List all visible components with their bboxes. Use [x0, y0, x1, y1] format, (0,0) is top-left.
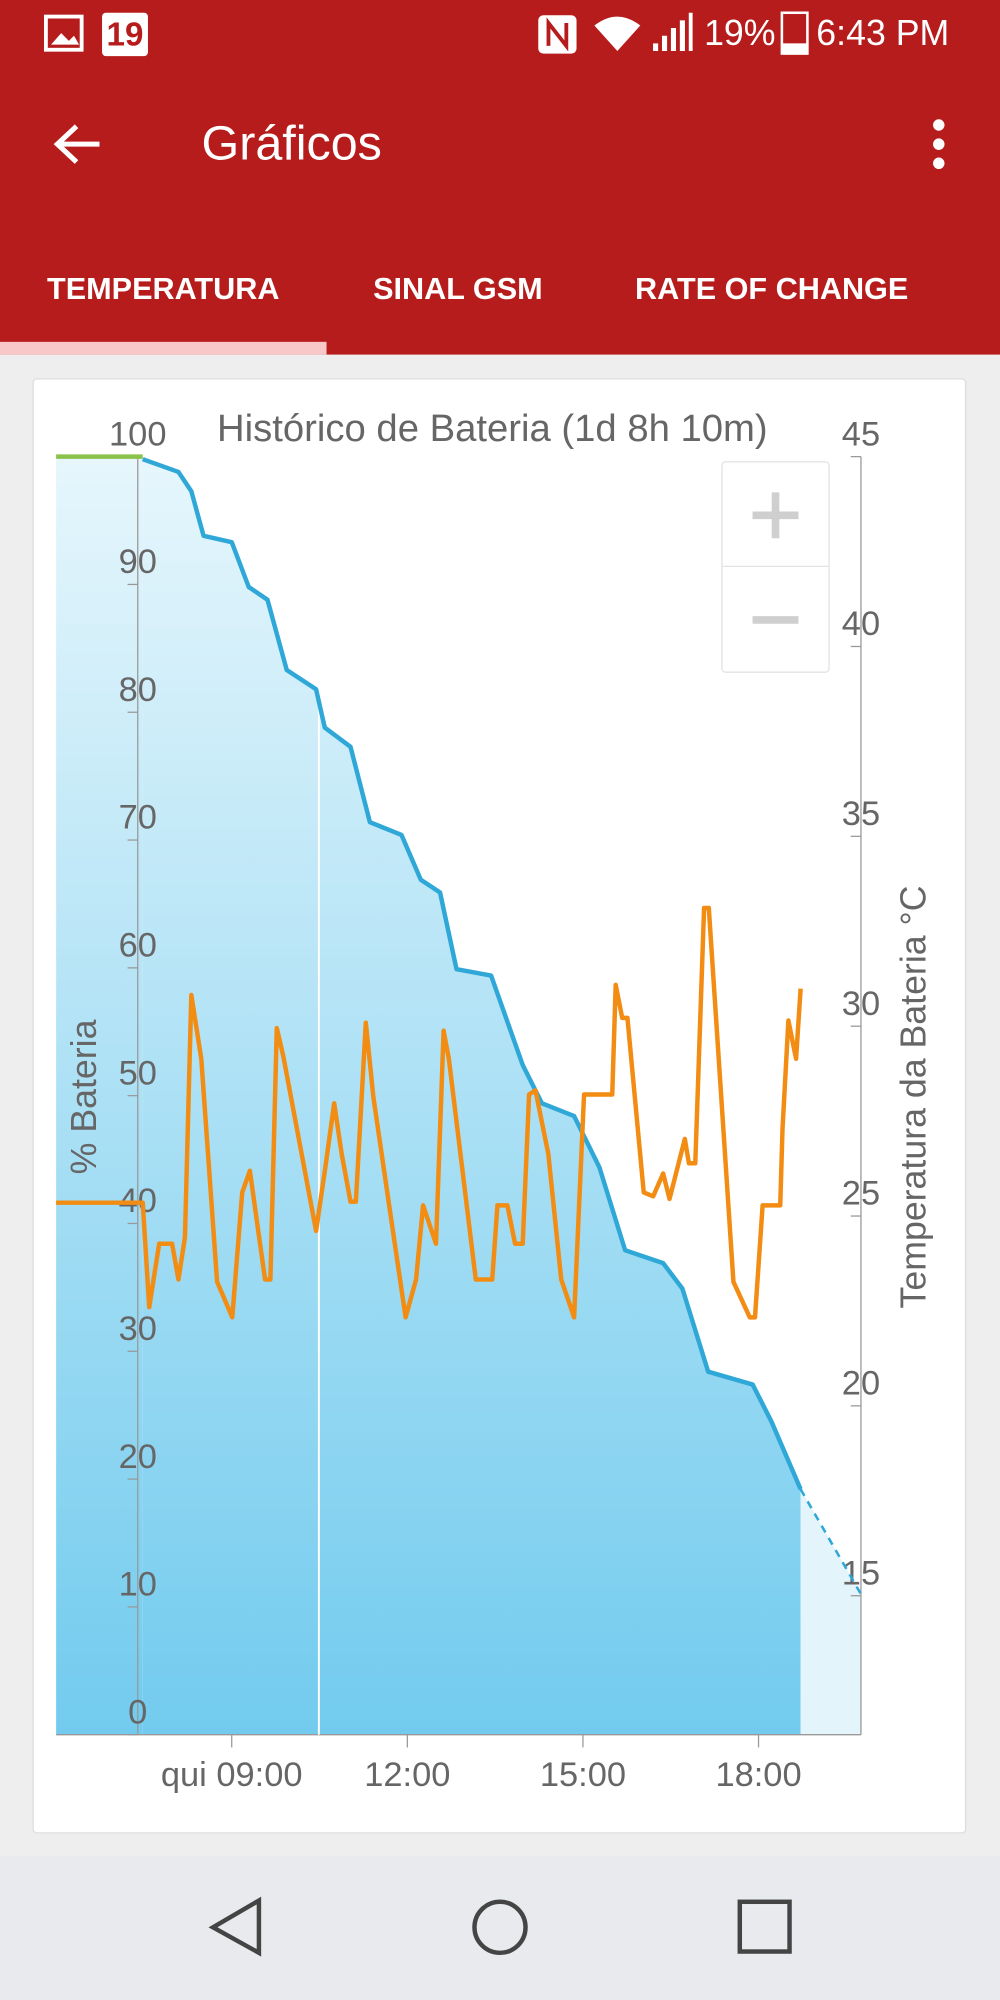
- y-tick-label: 10: [119, 1566, 157, 1604]
- app-title: Gráficos: [202, 116, 382, 170]
- y2-tick-label: 25: [842, 1175, 880, 1213]
- y-tick-label: 20: [119, 1438, 157, 1476]
- nfc-icon-mark: [546, 17, 569, 52]
- zoom-controls: [721, 461, 830, 673]
- calendar-date: 19: [107, 17, 144, 54]
- temperature-line: [56, 905, 803, 1320]
- y2-axis-label: Temperatura da Bateria °C: [893, 885, 933, 1308]
- y-tick-label: 80: [119, 671, 157, 709]
- chart-title: Histórico de Bateria (1d 8h 10m): [217, 407, 768, 450]
- y-tick-label: 30: [119, 1310, 157, 1348]
- nav-home[interactable]: [472, 1899, 528, 1956]
- tab[interactable]: SINAL GSM: [373, 272, 543, 306]
- y2-tick-label: 15: [842, 1554, 880, 1592]
- overflow-menu[interactable]: [933, 119, 945, 170]
- x-tick-label: 18:00: [715, 1756, 801, 1794]
- y-axis-label: % Bateria: [64, 1019, 104, 1174]
- clock: 6:43 PM: [816, 13, 949, 53]
- nav-recents[interactable]: [737, 1899, 792, 1954]
- y-tick-label: 60: [119, 927, 157, 965]
- area-layer: [56, 456, 861, 1735]
- y-tick-label: 50: [119, 1054, 157, 1092]
- tab-indicator: [0, 341, 327, 355]
- battery-level: [781, 43, 808, 54]
- gallery-icon: [44, 14, 84, 52]
- battery-area: [800, 1489, 861, 1735]
- y2-tick-label: 40: [842, 605, 880, 643]
- status-bar: 19 19% 6:43 PM: [44, 11, 949, 57]
- battery-area: [56, 456, 143, 1735]
- y-tick-label: 90: [119, 543, 157, 581]
- y-tick-label: 0: [128, 1693, 147, 1731]
- chart: 010203040506070809010015202530354045qui …: [56, 407, 933, 1794]
- nav-back[interactable]: [208, 1896, 262, 1957]
- y2-tick-label: 35: [842, 795, 880, 833]
- zoom-in[interactable]: [752, 492, 799, 539]
- wifi-icon: [594, 16, 641, 52]
- y-tick-label: 100: [109, 415, 166, 453]
- tab[interactable]: TEMPERATURA: [47, 272, 279, 306]
- app-header: [0, 0, 1000, 355]
- battery-area: [142, 459, 801, 1735]
- battery-line: [799, 1488, 863, 1595]
- gallery-icon-shape: [51, 33, 80, 45]
- calendar-icon: [102, 12, 148, 57]
- y2-tick-label: 45: [842, 415, 880, 453]
- tab[interactable]: RATE OF CHANGE: [635, 272, 908, 306]
- y-tick-label: 70: [119, 799, 157, 837]
- battery-percent: 19%: [704, 13, 775, 53]
- x-tick-label: 15:00: [540, 1756, 626, 1794]
- nav-bar: [0, 1855, 1000, 2000]
- y2-tick-label: 20: [842, 1365, 880, 1403]
- x-tick-label: qui 09:00: [161, 1756, 303, 1794]
- signal-icon: [653, 12, 693, 52]
- y2-tick-label: 30: [842, 985, 880, 1023]
- back-button[interactable]: [53, 124, 100, 164]
- battery-line: [141, 457, 803, 1491]
- x-tick-label: 12:00: [364, 1756, 450, 1794]
